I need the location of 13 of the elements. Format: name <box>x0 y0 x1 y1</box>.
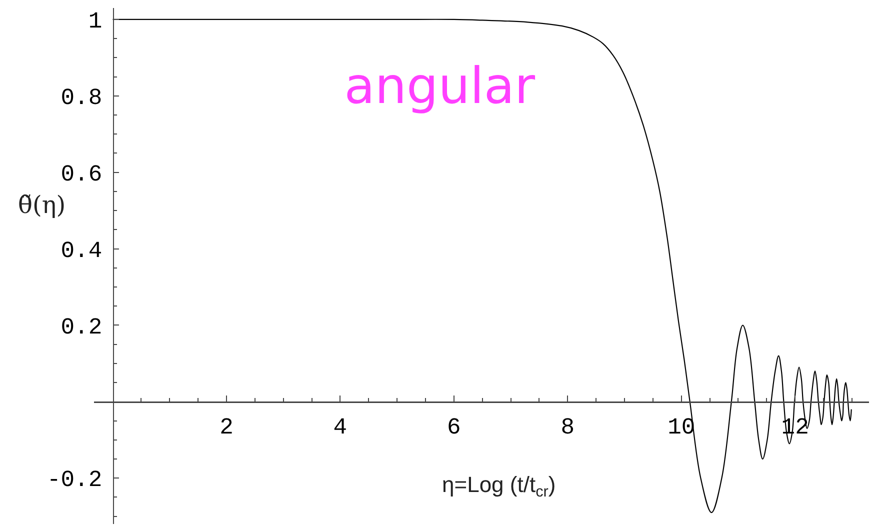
y-tick-label: 0.2 <box>60 314 102 340</box>
text: angular <box>344 56 536 115</box>
y-tick-label: 0.4 <box>60 238 102 264</box>
x-tick-label: 4 <box>333 414 348 440</box>
y-tick-label: 1 <box>88 8 102 35</box>
y-tick-label: 0.6 <box>60 161 102 188</box>
y-tick-label: -0.2 <box>46 467 102 494</box>
x-tick-label: 2 <box>220 414 234 440</box>
y-axis-title: θ̃(η) <box>18 191 66 219</box>
x-axis-title: η=Log (t/t$_{cr}$) <box>442 472 556 501</box>
x-tick-label: 6 <box>447 414 461 440</box>
y-tick-label: 0.8 <box>60 84 102 111</box>
x-tick-label: 8 <box>560 414 575 440</box>
